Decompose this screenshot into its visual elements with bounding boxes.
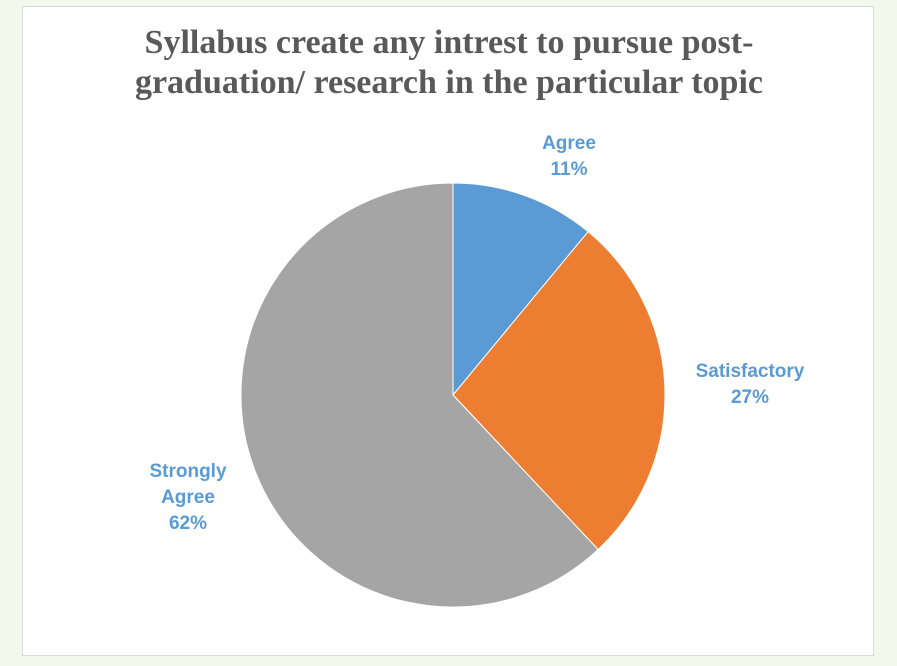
pie-slice-agree (452, 182, 589, 397)
pie-slice-satisfactory (452, 230, 666, 551)
pie-slice-strongly-agree (240, 182, 599, 608)
data-label-satisfactory: Satisfactory 27% (696, 361, 805, 408)
chart-title-line-2: graduation/ research in the particular t… (134, 64, 764, 101)
chart-title: Syllabus create any intrest to pursue po… (23, 23, 875, 103)
chart-title-line-1: Syllabus create any intrest to pursue po… (144, 24, 754, 61)
data-label-category: Agree (161, 487, 215, 508)
data-label-category: Satisfactory (696, 361, 805, 382)
data-label-category: Agree (542, 133, 596, 154)
pie-chart: Agree 11% Satisfactory 27% Strongly Agree 62% (149, 133, 805, 608)
data-label-value: 62% (169, 513, 207, 534)
data-label-agree: Agree 11% (542, 133, 596, 180)
chart-card: Syllabus create any intrest to pursue po… (22, 6, 874, 656)
data-label-strongly-agree: Strongly Agree 62% (149, 461, 226, 534)
data-label-category: Strongly (149, 461, 226, 482)
data-label-value: 11% (551, 159, 588, 180)
data-label-value: 27% (731, 387, 769, 408)
